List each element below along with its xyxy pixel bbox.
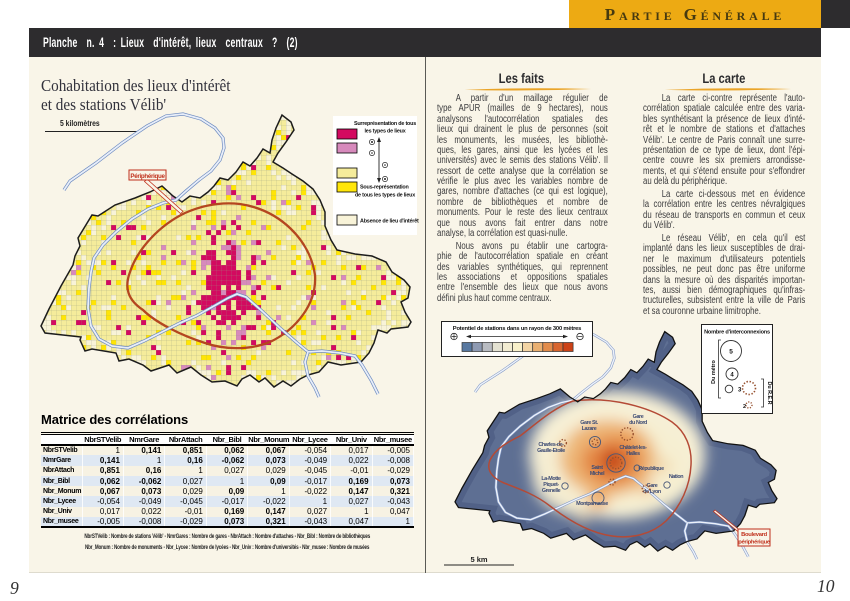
svg-text:Du métro: Du métro: [711, 359, 717, 383]
svg-text:Boulevard: Boulevard: [741, 532, 767, 538]
svg-text:de tous les types de lieux: de tous les types de lieux: [355, 193, 415, 199]
svg-text:2: 2: [743, 404, 746, 410]
svg-text:Du R.E.R: Du R.E.R: [766, 381, 772, 404]
svg-text:République: République: [638, 466, 664, 472]
svg-text:Piquet-: Piquet-: [543, 482, 559, 488]
svg-text:Châtelet-les-: Châtelet-les-: [619, 445, 647, 451]
svg-text:Gare: Gare: [647, 483, 658, 489]
svg-text:Saint: Saint: [591, 465, 603, 471]
svg-text:5: 5: [729, 349, 733, 356]
svg-text:Halles: Halles: [626, 451, 640, 457]
svg-text:Périphérique: Périphérique: [130, 173, 165, 180]
svg-text:Sous-représentation: Sous-représentation: [360, 185, 409, 191]
svg-text:5 km: 5 km: [470, 555, 487, 564]
svg-text:Nation: Nation: [669, 474, 683, 480]
svg-text:Nombre d'interconnexions: Nombre d'interconnexions: [704, 330, 770, 336]
svg-text:Gare St.: Gare St.: [580, 420, 598, 426]
svg-text:de Lyon: de Lyon: [643, 489, 661, 495]
svg-text:Absence de lieu d'intérêt: Absence de lieu d'intérêt: [360, 219, 419, 225]
svg-text:La-Motte: La-Motte: [541, 476, 561, 482]
svg-text:Potentiel de stations dans un: Potentiel de stations dans un rayon de 3…: [453, 326, 581, 332]
svg-text:Grenelle: Grenelle: [542, 488, 561, 494]
svg-text:périphérique: périphérique: [738, 540, 771, 546]
svg-text:du Nord: du Nord: [629, 420, 647, 426]
svg-text:Michel: Michel: [590, 471, 605, 477]
svg-text:Lazare: Lazare: [582, 426, 597, 432]
svg-text:Surreprésentation de tous: Surreprésentation de tous: [354, 121, 416, 127]
svg-text:Charles-de-: Charles-de-: [538, 442, 564, 448]
svg-text:Gaulle-Etoile: Gaulle-Etoile: [537, 448, 565, 454]
svg-text:Montparnasse: Montparnasse: [576, 501, 608, 507]
svg-text:3: 3: [738, 388, 742, 394]
svg-text:4: 4: [730, 372, 734, 378]
svg-text:les types de lieux: les types de lieux: [364, 129, 405, 135]
svg-text:Gare: Gare: [633, 414, 644, 420]
